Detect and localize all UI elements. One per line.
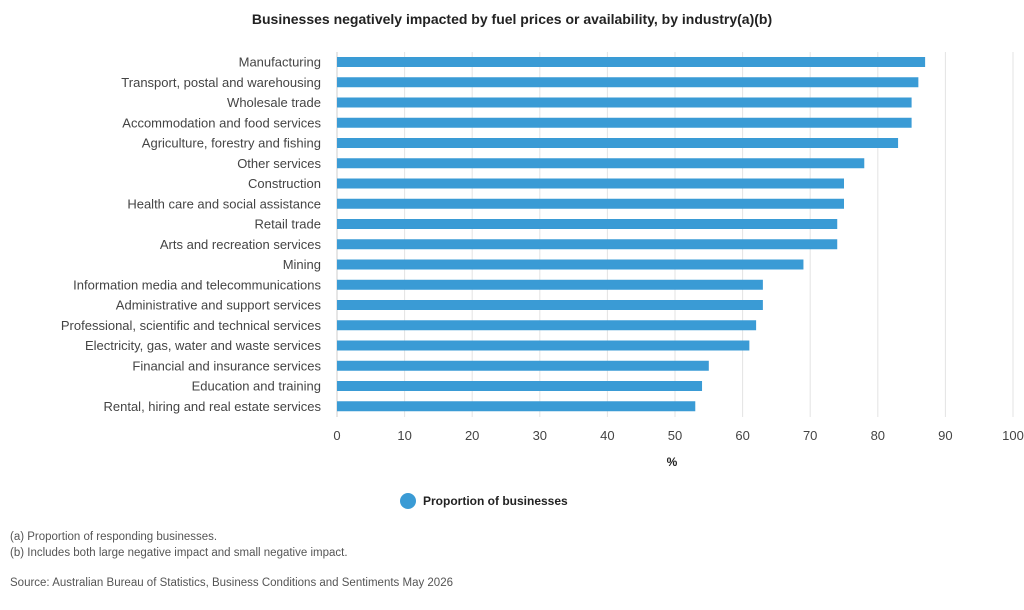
category-label: Health care and social assistance bbox=[127, 196, 321, 211]
legend-label: Proportion of businesses bbox=[423, 494, 568, 508]
bar bbox=[337, 219, 838, 229]
x-tick-label: 50 bbox=[668, 428, 682, 443]
x-tick-label: 100 bbox=[1002, 428, 1024, 443]
category-label: Mining bbox=[283, 257, 321, 272]
category-label: Financial and insurance services bbox=[132, 358, 321, 373]
bar bbox=[337, 97, 912, 108]
bar bbox=[337, 320, 757, 331]
category-label: Administrative and support services bbox=[116, 298, 322, 313]
footnote-b: (b) Includes both large negative impact … bbox=[10, 547, 348, 559]
category-label: Arts and recreation services bbox=[160, 237, 322, 252]
x-tick-label: 30 bbox=[533, 428, 547, 443]
x-tick-label: 70 bbox=[803, 428, 817, 443]
category-label: Transport, postal and warehousing bbox=[121, 75, 321, 90]
category-label: Wholesale trade bbox=[227, 95, 321, 110]
bar bbox=[337, 381, 703, 391]
x-tick-label: 90 bbox=[938, 428, 952, 443]
x-tick-label: 10 bbox=[397, 428, 411, 443]
bar bbox=[337, 117, 912, 128]
bar bbox=[337, 300, 763, 310]
category-label: Manufacturing bbox=[239, 55, 321, 70]
source-note: Source: Australian Bureau of Statistics,… bbox=[10, 577, 453, 589]
bar bbox=[337, 259, 804, 270]
bar bbox=[337, 360, 709, 371]
category-label: Retail trade bbox=[255, 217, 321, 232]
category-label: Rental, hiring and real estate services bbox=[103, 399, 321, 414]
bar bbox=[337, 178, 844, 189]
category-label: Education and training bbox=[192, 379, 321, 394]
category-label: Agriculture, forestry and fishing bbox=[142, 136, 321, 151]
bar-chart: 0 10 20 30 40 50 60 70 80 90 100% Manufacturing Tran… bbox=[61, 52, 1024, 469]
bar bbox=[337, 158, 865, 169]
category-label: Professional, scientific and technical s… bbox=[61, 318, 322, 333]
bar bbox=[337, 57, 926, 67]
bar bbox=[337, 340, 750, 351]
x-tick-label: 80 bbox=[871, 428, 885, 443]
legend-marker-icon bbox=[400, 493, 416, 509]
category-label: Construction bbox=[248, 176, 321, 191]
x-tick-label: 60 bbox=[735, 428, 749, 443]
bar bbox=[337, 198, 844, 209]
x-tick-label: 0 bbox=[333, 428, 340, 443]
bar bbox=[337, 77, 919, 88]
category-label: Accommodation and food services bbox=[122, 115, 321, 130]
bar bbox=[337, 138, 899, 148]
footnote-a: (a) Proportion of responding businesses. bbox=[10, 531, 218, 543]
category-label: Information media and telecommunications bbox=[73, 277, 321, 292]
bar bbox=[337, 401, 696, 412]
bar bbox=[337, 279, 763, 290]
chart-title: Businesses negatively impacted by fuel p… bbox=[251, 11, 773, 27]
category-label: Electricity, gas, water and waste servic… bbox=[85, 338, 322, 353]
legend[interactable]: Proportion of businesses bbox=[400, 491, 568, 511]
bar bbox=[337, 239, 838, 250]
x-axis-title: % bbox=[667, 455, 678, 469]
x-tick-label: 40 bbox=[600, 428, 614, 443]
x-tick-label: 20 bbox=[465, 428, 479, 443]
category-label: Other services bbox=[237, 156, 321, 171]
